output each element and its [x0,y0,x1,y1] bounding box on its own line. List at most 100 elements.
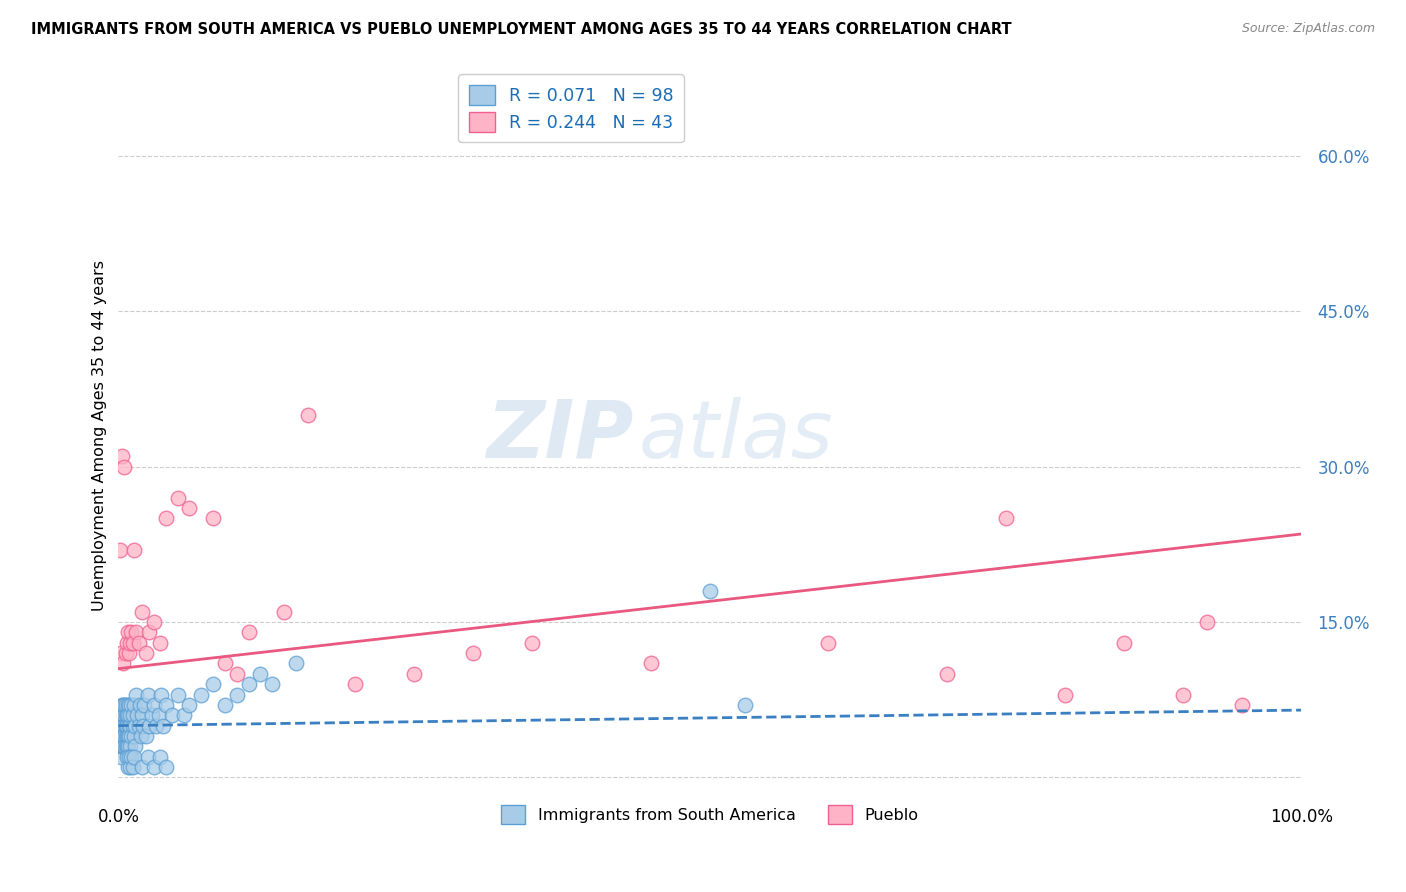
Point [238,677,260,691]
Point [120,739,142,754]
Point [148,708,170,723]
Point [115,718,138,732]
Point [122,749,145,764]
Text: ZIP: ZIP [485,397,633,475]
Point [463,646,485,660]
Point [131,760,153,774]
Point [699,584,721,599]
Point [112,708,135,723]
Point [112,729,135,743]
Point [114,646,136,660]
Point [127,708,149,723]
Point [581,118,603,132]
Point [117,739,139,754]
Point [121,718,143,732]
Point [112,657,135,671]
Point [1112,636,1135,650]
Point [273,605,295,619]
Point [155,511,177,525]
Point [117,708,139,723]
Point [111,708,134,723]
Point [112,718,135,732]
Point [120,760,142,774]
Point [114,729,136,743]
Point [125,625,148,640]
Point [262,677,284,691]
Legend: Immigrants from South America, Pueblo: Immigrants from South America, Pueblo [495,799,925,830]
Point [128,636,150,650]
Point [110,646,132,660]
Point [344,677,367,691]
Point [115,749,138,764]
Point [124,739,146,754]
Point [173,708,195,723]
Point [108,729,131,743]
Point [120,698,142,712]
Point [108,718,131,732]
Point [817,636,839,650]
Point [112,739,135,754]
Point [111,739,134,754]
Point [124,718,146,732]
Point [249,666,271,681]
Point [112,698,135,712]
Point [115,708,138,723]
Point [112,459,135,474]
Point [155,698,177,712]
Point [214,657,236,671]
Point [114,698,136,712]
Point [110,718,132,732]
Point [112,718,135,732]
Point [117,729,139,743]
Point [142,698,165,712]
Y-axis label: Unemployment Among Ages 35 to 44 years: Unemployment Among Ages 35 to 44 years [93,260,107,611]
Point [145,718,167,732]
Point [225,666,247,681]
Point [110,749,132,764]
Point [190,688,212,702]
Point [112,739,135,754]
Point [935,666,957,681]
Point [994,511,1017,525]
Point [121,636,143,650]
Point [141,708,163,723]
Point [120,708,142,723]
Point [111,698,134,712]
Point [112,729,135,743]
Point [131,605,153,619]
Point [118,718,141,732]
Point [125,688,148,702]
Point [129,729,152,743]
Point [1171,688,1194,702]
Text: IMMIGRANTS FROM SOUTH AMERICA VS PUEBLO UNEMPLOYMENT AMONG AGES 35 TO 44 YEARS C: IMMIGRANTS FROM SOUTH AMERICA VS PUEBLO … [31,22,1011,37]
Point [118,729,141,743]
Point [155,760,177,774]
Point [149,636,172,650]
Point [138,625,160,640]
Point [1232,698,1254,712]
Point [112,718,135,732]
Point [284,657,307,671]
Point [122,542,145,557]
Point [122,729,145,743]
Point [114,739,136,754]
Point [114,718,136,732]
Point [112,729,135,743]
Point [135,646,157,660]
Point [128,718,150,732]
Point [108,739,131,754]
Point [160,708,183,723]
Point [135,729,157,743]
Point [118,749,141,764]
Point [115,739,138,754]
Point [179,698,201,712]
Point [120,625,142,640]
Point [110,739,132,754]
Point [1195,615,1218,629]
Point [640,657,662,671]
Point [121,708,143,723]
Point [152,718,174,732]
Point [522,636,544,650]
Point [142,760,165,774]
Point [110,729,132,743]
